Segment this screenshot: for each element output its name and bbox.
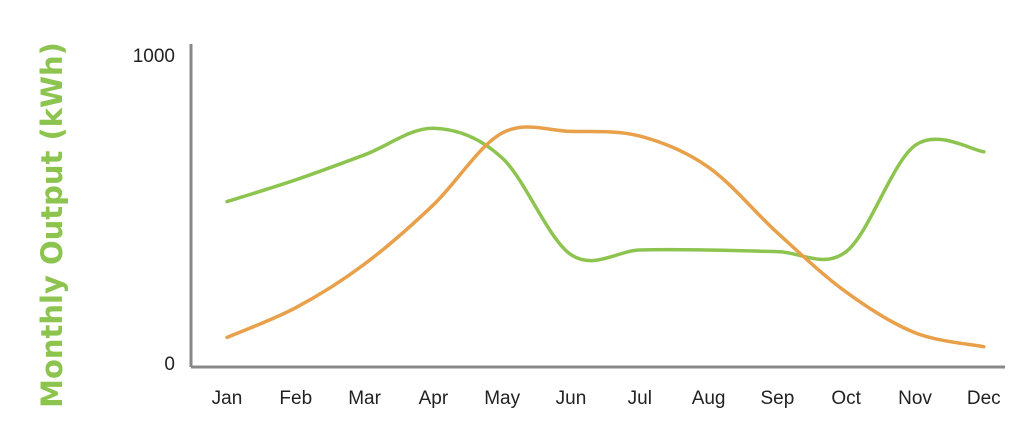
x-tick-label-sep: Sep bbox=[760, 388, 794, 409]
series-line-2 bbox=[225, 125, 986, 349]
series-line-1 bbox=[225, 126, 986, 263]
x-tick-label-nov: Nov bbox=[898, 388, 932, 409]
y-axis-label: Monthly Output (kWh) bbox=[35, 42, 69, 408]
x-tick-label-jul: Jul bbox=[628, 388, 652, 409]
y-tick-label-max: 1000 bbox=[133, 46, 175, 67]
x-tick-label-dec: Dec bbox=[967, 388, 1001, 409]
x-tick-label-feb: Feb bbox=[279, 388, 312, 409]
x-tick-label-aug: Aug bbox=[692, 388, 726, 409]
y-tick-label-min: 0 bbox=[164, 354, 175, 375]
x-tick-label-oct: Oct bbox=[831, 388, 861, 409]
x-tick-label-jan: Jan bbox=[212, 388, 243, 409]
x-tick-label-mar: Mar bbox=[348, 388, 381, 409]
x-tick-label-apr: Apr bbox=[419, 388, 449, 409]
x-tick-label-may: May bbox=[484, 388, 520, 409]
x-tick-label-jun: Jun bbox=[556, 388, 587, 409]
